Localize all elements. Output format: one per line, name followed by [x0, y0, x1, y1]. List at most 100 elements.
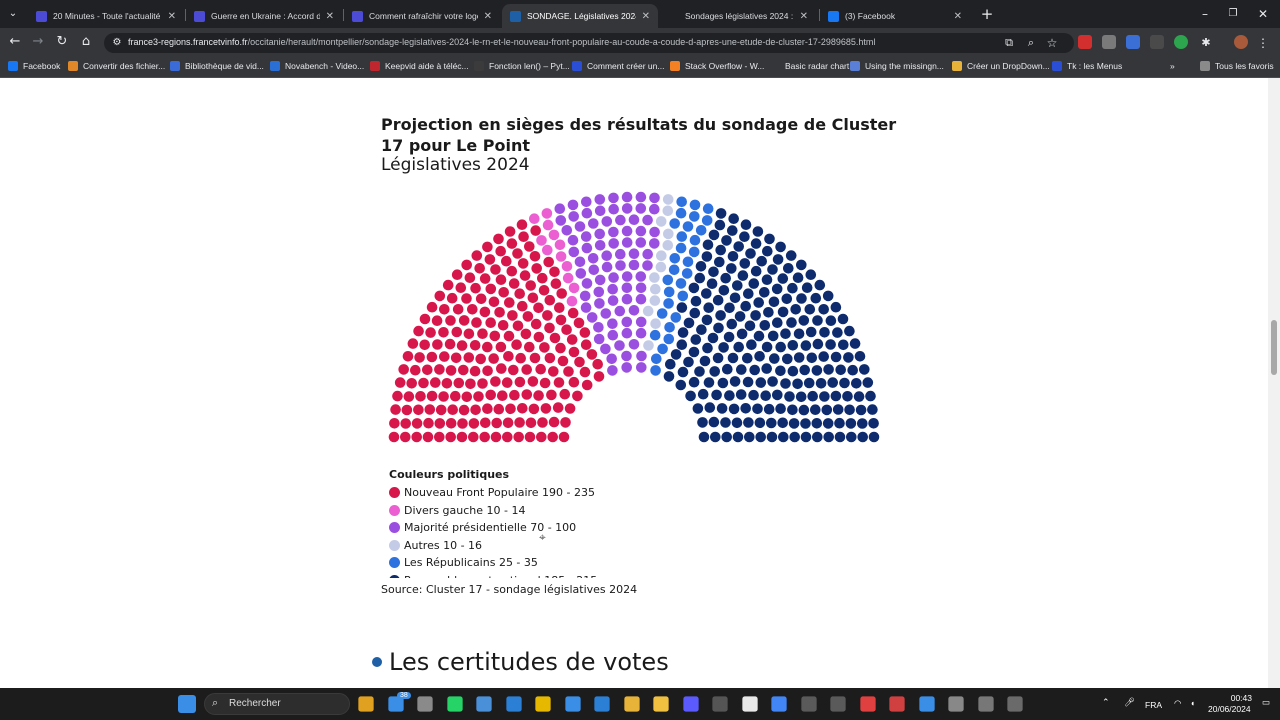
speaker-icon[interactable]: ◖ — [1190, 698, 1196, 708]
forward-icon[interactable]: → — [32, 34, 44, 49]
app-icon[interactable] — [889, 696, 905, 712]
browser-tab[interactable]: Guerre en Ukraine : Accord de ✕ — [186, 4, 342, 28]
tab-close-icon[interactable]: ✕ — [953, 10, 962, 22]
back-icon[interactable]: ← — [9, 34, 21, 49]
tray-chevron-icon[interactable]: ⌃ — [1102, 697, 1110, 707]
tab-close-icon[interactable]: ✕ — [167, 10, 176, 22]
seat-dot — [750, 265, 762, 277]
seat-dot — [566, 334, 578, 345]
app-icon[interactable] — [1007, 696, 1023, 712]
browser-tab[interactable]: Sondages législatives 2024 : to ✕ — [660, 4, 816, 28]
bookmark-item[interactable]: Comment créer un... — [572, 61, 664, 71]
bookmark-item[interactable]: Stack Overflow - W... — [670, 61, 764, 71]
clock-date[interactable]: 20/06/2024 — [1208, 704, 1251, 714]
reload-icon[interactable]: ↻ — [56, 34, 68, 49]
notifications-icon[interactable]: ▭ — [1262, 697, 1271, 707]
whatsapp-icon[interactable] — [446, 696, 463, 712]
microphone-icon[interactable]: 🎤︎ — [1124, 697, 1135, 707]
bookmark-item[interactable]: Tk : les Menus — [1052, 61, 1122, 71]
adblock-extension-icon[interactable] — [1078, 35, 1092, 49]
taskbar-search[interactable] — [204, 693, 350, 715]
browser-tab[interactable]: 20 Minutes - Toute l'actualité e ✕ — [28, 4, 184, 28]
language-indicator[interactable]: FRA — [1145, 700, 1162, 710]
site-info-icon[interactable]: ⚙ — [112, 37, 122, 48]
browser-tab[interactable]: SONDAGE. Législatives 2024 : le ✕ — [502, 4, 658, 28]
close-window-icon[interactable]: ✕ — [1257, 7, 1269, 21]
bookmark-item[interactable]: Fonction len() – Pyt... — [474, 61, 570, 71]
tab-close-icon[interactable]: ✕ — [641, 10, 650, 22]
translate-extension-icon[interactable] — [1126, 35, 1140, 49]
settings-icon[interactable] — [417, 696, 433, 712]
files-icon[interactable] — [623, 696, 640, 712]
bookmark-item[interactable]: Créer un DropDown... — [952, 61, 1050, 71]
minimize-icon[interactable]: – — [1202, 7, 1208, 21]
mail-icon[interactable] — [387, 696, 404, 712]
page-scrollbar[interactable] — [1268, 78, 1280, 688]
bookmark-item[interactable]: Facebook — [8, 61, 60, 71]
app-icon[interactable] — [918, 696, 935, 712]
counter-extension-icon[interactable] — [1102, 35, 1116, 49]
browser-tab[interactable]: Comment rafraîchir votre logem ✕ — [344, 4, 500, 28]
bookmark-item[interactable]: Using the missingn... — [850, 61, 944, 71]
tab-separator — [819, 9, 820, 21]
seat-dot — [461, 391, 473, 403]
seat-dot — [482, 341, 493, 353]
app-icon[interactable] — [682, 696, 699, 712]
menu-kebab-icon[interactable]: ⋮ — [1257, 36, 1269, 50]
seat-dot — [524, 341, 535, 353]
app-icon[interactable] — [476, 696, 492, 712]
seat-dot — [601, 216, 613, 227]
zoom-icon[interactable]: ⌕ — [1027, 36, 1035, 49]
app-icon[interactable] — [800, 696, 817, 712]
clock-time[interactable]: 00:43 — [1230, 693, 1252, 703]
install-app-icon[interactable]: ⧉ — [1005, 36, 1013, 49]
bookmark-item[interactable]: Keepvid aide à téléc... — [370, 61, 469, 71]
bookmark-star-icon[interactable]: ☆ — [1046, 36, 1058, 50]
windows-start-icon[interactable] — [178, 695, 196, 713]
url-text[interactable]: france3-regions.francetvinfo.fr/occitani… — [128, 37, 875, 47]
all-bookmarks-button[interactable]: Tous les favoris — [1200, 61, 1274, 71]
explorer-icon[interactable] — [653, 696, 669, 712]
restore-icon[interactable]: ❐ — [1228, 8, 1238, 19]
tab-title: Comment rafraîchir votre logem — [369, 11, 478, 21]
chart-subtitle: Législatives 2024 — [381, 155, 530, 175]
seat-dot — [701, 251, 713, 262]
cortana-icon[interactable] — [594, 696, 610, 712]
app-icon[interactable] — [977, 696, 994, 712]
chrome-icon[interactable] — [771, 696, 787, 712]
vlc-icon[interactable] — [358, 696, 374, 712]
app-icon[interactable] — [535, 696, 551, 712]
edge-icon[interactable] — [564, 696, 581, 712]
app-icon[interactable] — [859, 696, 876, 712]
bookmark-item[interactable]: Bibliothèque de vid... — [170, 61, 264, 71]
seat-dot — [558, 431, 570, 443]
profile-avatar[interactable] — [1234, 35, 1248, 49]
tab-close-icon[interactable]: ✕ — [483, 10, 492, 22]
browser-tab[interactable]: (3) Facebook ✕ — [820, 4, 970, 28]
seat-dot — [542, 219, 554, 231]
bookmark-item[interactable]: Novabench - Video... — [270, 61, 364, 71]
new-tab-button[interactable]: + — [980, 5, 994, 23]
vscode-icon[interactable] — [505, 696, 522, 712]
scrollbar-thumb[interactable] — [1271, 320, 1277, 375]
vue-extension-icon[interactable] — [1150, 35, 1164, 49]
address-bar[interactable] — [104, 33, 1074, 53]
seat-dot — [655, 261, 667, 273]
wifi-icon[interactable]: ◠ — [1174, 698, 1182, 708]
home-icon[interactable]: ⌂ — [81, 34, 91, 49]
bookmarks-overflow-icon[interactable]: » — [1170, 61, 1175, 71]
bookmark-item[interactable]: Convertir des fichier... — [68, 61, 165, 71]
extensions-puzzle-icon[interactable]: ✱ — [1201, 36, 1211, 49]
app-icon[interactable] — [830, 696, 846, 712]
seat-dot — [775, 365, 786, 377]
tab-close-icon[interactable]: ✕ — [799, 10, 808, 22]
seat-dot — [465, 378, 476, 390]
bookmark-item[interactable]: Basic radar chart — [770, 61, 849, 71]
app-icon[interactable] — [741, 696, 758, 712]
tab-search-icon[interactable]: ⌄ — [8, 8, 18, 19]
seat-dot — [529, 352, 541, 364]
app-icon[interactable] — [712, 696, 728, 712]
play-extension-icon[interactable] — [1174, 35, 1188, 49]
tab-close-icon[interactable]: ✕ — [325, 10, 334, 22]
calculator-icon[interactable] — [948, 696, 964, 712]
